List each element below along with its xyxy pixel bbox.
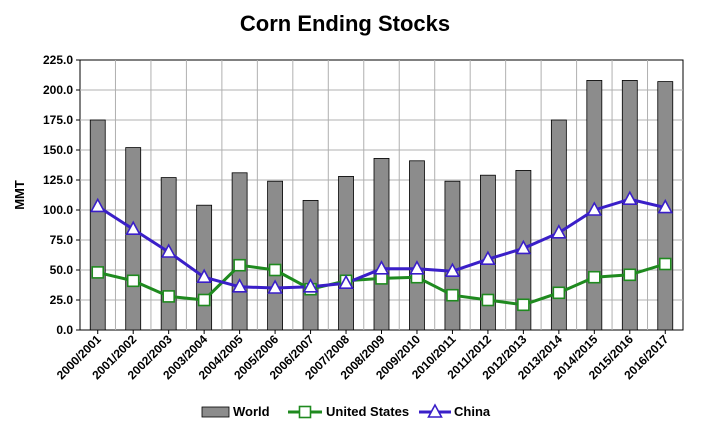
point-united-states — [588, 270, 601, 284]
point-united-states — [197, 293, 211, 307]
y-tick-label: 125.0 — [43, 173, 73, 187]
x-axis-ticks: 2000/20012001/20022002/20032003/20042004… — [54, 330, 672, 382]
point-united-states — [126, 274, 140, 288]
gridlines — [80, 60, 683, 330]
point-united-states — [268, 263, 282, 277]
legend-label-united-states: United States — [326, 404, 409, 419]
y-tick-label: 75.0 — [50, 233, 74, 247]
point-united-states — [623, 268, 637, 282]
legend: World United States China — [201, 403, 491, 419]
point-china — [267, 279, 283, 294]
chart-title: Corn Ending Stocks — [240, 11, 450, 36]
bar-world — [302, 199, 319, 331]
point-united-states — [481, 293, 495, 307]
legend-label-world: World — [233, 404, 270, 419]
y-tick-label: 25.0 — [50, 293, 74, 307]
y-tick-label: 200.0 — [43, 83, 73, 97]
point-united-states — [162, 290, 175, 303]
point-china — [444, 262, 461, 278]
y-tick-label: 225.0 — [43, 53, 73, 67]
point-china — [160, 243, 177, 258]
point-united-states — [233, 258, 246, 272]
point-legend-china — [427, 403, 443, 418]
bar-world — [409, 160, 425, 331]
bar-world — [125, 147, 142, 331]
point-china — [338, 274, 354, 290]
bar-world — [444, 180, 461, 331]
point-united-states — [446, 288, 459, 302]
bar-world — [231, 172, 248, 331]
point-united-states — [91, 266, 105, 279]
y-tick-label: 0.0 — [56, 323, 73, 337]
point-china — [231, 278, 248, 293]
legend-label-china: China — [454, 404, 491, 419]
y-tick-label: 100.0 — [43, 203, 73, 217]
point-china — [196, 268, 212, 284]
point-china — [125, 220, 142, 235]
y-tick-label: 150.0 — [43, 143, 73, 157]
point-united-states — [658, 257, 672, 271]
series-lines — [89, 190, 674, 312]
legend-swatch-world — [201, 406, 230, 418]
bar-world — [338, 175, 354, 331]
y-axis-ticks: 0.0 25.0 50.0 75.0 100.0 125.0 150.0 175.0 200.0… — [43, 53, 80, 337]
point-united-states — [517, 298, 530, 312]
point-china — [515, 239, 532, 255]
bar-world — [89, 119, 106, 331]
y-tick-label: 175.0 — [43, 113, 73, 127]
y-axis-label: MMT — [12, 180, 27, 210]
point-china — [409, 260, 425, 275]
bar-world — [267, 180, 283, 331]
point-china — [551, 224, 567, 239]
point-united-states — [552, 286, 566, 300]
bar-world — [373, 157, 390, 331]
point-legend-united-states — [298, 405, 312, 419]
bar-world — [621, 80, 638, 331]
point-china — [373, 260, 390, 275]
point-china — [480, 250, 496, 266]
y-tick-label: 50.0 — [50, 263, 74, 277]
point-china — [657, 198, 674, 214]
point-china — [586, 201, 603, 216]
point-china — [621, 190, 638, 205]
bar-world — [196, 204, 213, 331]
point-china — [89, 197, 106, 213]
point-china — [302, 278, 319, 293]
